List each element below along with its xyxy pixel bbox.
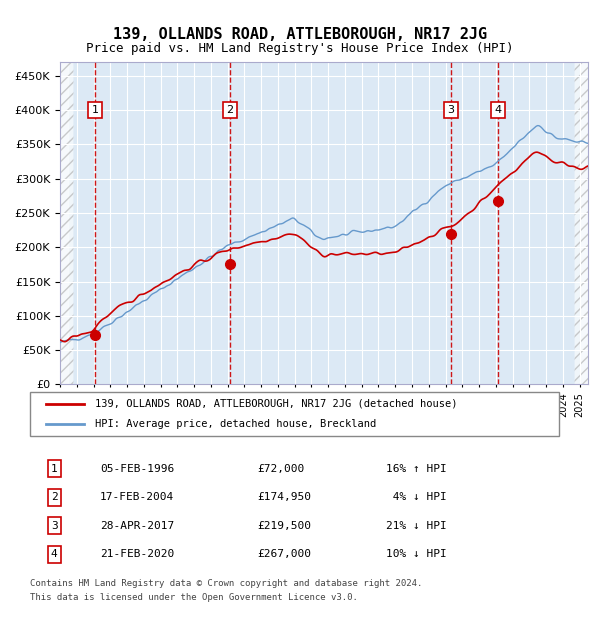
Text: 17-FEB-2004: 17-FEB-2004 <box>100 492 175 502</box>
Text: 21% ↓ HPI: 21% ↓ HPI <box>386 521 447 531</box>
Text: 4: 4 <box>494 105 502 115</box>
Bar <box>60 62 68 384</box>
Text: 16% ↑ HPI: 16% ↑ HPI <box>386 464 447 474</box>
Text: 2: 2 <box>226 105 233 115</box>
Text: 4% ↓ HPI: 4% ↓ HPI <box>386 492 447 502</box>
Text: 05-FEB-1996: 05-FEB-1996 <box>100 464 175 474</box>
Text: 139, OLLANDS ROAD, ATTLEBOROUGH, NR17 2JG (detached house): 139, OLLANDS ROAD, ATTLEBOROUGH, NR17 2J… <box>95 399 457 409</box>
FancyBboxPatch shape <box>30 392 559 436</box>
Bar <box>580 62 588 384</box>
Text: 1: 1 <box>51 464 58 474</box>
FancyBboxPatch shape <box>55 62 73 384</box>
Text: 28-APR-2017: 28-APR-2017 <box>100 521 175 531</box>
Text: £174,950: £174,950 <box>257 492 311 502</box>
FancyBboxPatch shape <box>575 62 596 384</box>
Text: 2: 2 <box>51 492 58 502</box>
Text: 3: 3 <box>448 105 454 115</box>
Text: £267,000: £267,000 <box>257 549 311 559</box>
Text: Price paid vs. HM Land Registry's House Price Index (HPI): Price paid vs. HM Land Registry's House … <box>86 42 514 55</box>
Text: 10% ↓ HPI: 10% ↓ HPI <box>386 549 447 559</box>
Text: 4: 4 <box>51 549 58 559</box>
Text: £72,000: £72,000 <box>257 464 304 474</box>
Text: 1: 1 <box>92 105 98 115</box>
Text: Contains HM Land Registry data © Crown copyright and database right 2024.: Contains HM Land Registry data © Crown c… <box>30 579 422 588</box>
Text: 3: 3 <box>51 521 58 531</box>
Text: This data is licensed under the Open Government Licence v3.0.: This data is licensed under the Open Gov… <box>30 593 358 602</box>
Text: HPI: Average price, detached house, Breckland: HPI: Average price, detached house, Brec… <box>95 419 376 429</box>
Text: 21-FEB-2020: 21-FEB-2020 <box>100 549 175 559</box>
Text: £219,500: £219,500 <box>257 521 311 531</box>
Text: 139, OLLANDS ROAD, ATTLEBOROUGH, NR17 2JG: 139, OLLANDS ROAD, ATTLEBOROUGH, NR17 2J… <box>113 27 487 42</box>
